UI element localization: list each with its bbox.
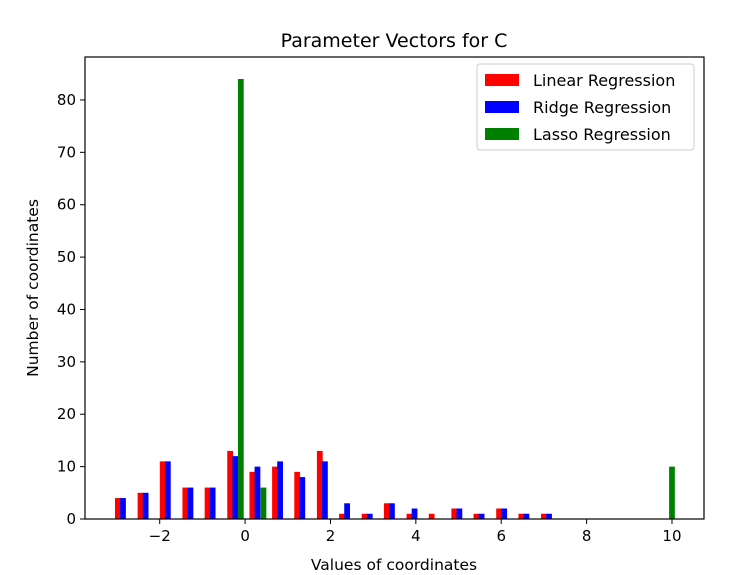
y-axis-ticks: 0 10 20 30 40 50 60 70 80 (57, 91, 85, 528)
y-tick-label: 0 (66, 510, 76, 528)
bar-ridge-3 (187, 487, 194, 519)
bar-linear-3 (182, 487, 189, 519)
bar-linear-10 (339, 513, 345, 519)
bar-ridge-2 (164, 461, 171, 519)
bar-linear-16 (473, 513, 480, 519)
y-tick-label: 20 (57, 405, 76, 423)
plot-frame (84, 56, 705, 520)
legend-label-ridge: Ridge Regression (533, 98, 671, 117)
y-tick-label: 80 (57, 91, 76, 109)
bar-linear-12 (383, 503, 390, 519)
x-tick-label: −2 (149, 527, 171, 545)
x-tick-label: 8 (582, 527, 592, 545)
bar-ridge-10 (344, 503, 350, 519)
y-tick-label: 70 (57, 143, 76, 161)
bar-linear-4 (204, 487, 211, 519)
bar-ridge-1 (142, 492, 149, 519)
bar-linear-11 (361, 513, 368, 519)
y-tick-label: 50 (57, 248, 76, 266)
chart-title: Parameter Vectors for C (281, 30, 508, 52)
x-axis-ticks: −2 0 2 4 6 8 10 (149, 519, 682, 545)
legend-swatch-ridge (485, 101, 519, 113)
y-tick-label: 10 (57, 458, 76, 476)
y-tick-label: 30 (57, 353, 76, 371)
bar-ridge-12 (389, 503, 395, 519)
bar-ridge-14 (456, 508, 463, 519)
legend-swatch-linear (485, 74, 519, 86)
bar-linear-14 (428, 513, 435, 519)
legend: Linear Regression Ridge Regression Lasso… (476, 63, 695, 151)
bar-lasso-1 (260, 487, 267, 519)
bar-linear-5 (227, 450, 234, 519)
bar-ridge-4 (209, 487, 216, 519)
bar-linear-1 (137, 492, 144, 519)
bar-linear-7 (272, 466, 278, 519)
x-tick-label: 4 (411, 527, 421, 545)
x-tick-label: 10 (662, 527, 681, 545)
bar-ridge-18 (546, 513, 552, 519)
bar-linear-2 (159, 461, 166, 519)
bar-linear-0 (114, 498, 121, 519)
legend-label-lasso: Lasso Regression (533, 125, 671, 144)
legend-box (476, 63, 695, 151)
bar-linear-6 (249, 471, 256, 519)
y-tick-label: 40 (57, 300, 76, 318)
legend-swatch-lasso (485, 128, 519, 140)
x-tick-label: 0 (240, 527, 250, 545)
bar-ridge-15 (478, 513, 485, 519)
bar-lasso-2 (669, 466, 675, 519)
bars-group (114, 79, 675, 519)
bar-linear-9 (316, 450, 323, 519)
x-tick-label: 6 (496, 527, 506, 545)
bar-ridge-13 (411, 508, 418, 519)
bar-ridge-0 (120, 498, 126, 519)
x-tick-label: 2 (326, 527, 336, 545)
bar-linear-17 (496, 508, 502, 519)
bar-lasso-0 (237, 79, 244, 519)
x-axis-label: Values of coordinates (311, 556, 477, 574)
bar-ridge-8 (299, 477, 306, 519)
bar-ridge-5 (232, 456, 239, 519)
y-axis-label: Number of coordinates (24, 199, 42, 377)
bar-linear-15 (451, 508, 458, 519)
bar-ridge-6 (254, 466, 261, 519)
bar-linear-8 (294, 471, 301, 519)
y-tick-label: 60 (57, 196, 76, 214)
bar-ridge-9 (322, 461, 328, 519)
bar-linear-13 (406, 513, 413, 519)
bar-ridge-11 (366, 513, 373, 519)
bar-ridge-17 (523, 513, 530, 519)
bar-ridge-7 (277, 461, 283, 519)
bar-linear-19 (541, 513, 547, 519)
bar-ridge-16 (501, 508, 508, 519)
legend-label-linear: Linear Regression (533, 71, 675, 90)
bar-linear-18 (518, 513, 525, 519)
